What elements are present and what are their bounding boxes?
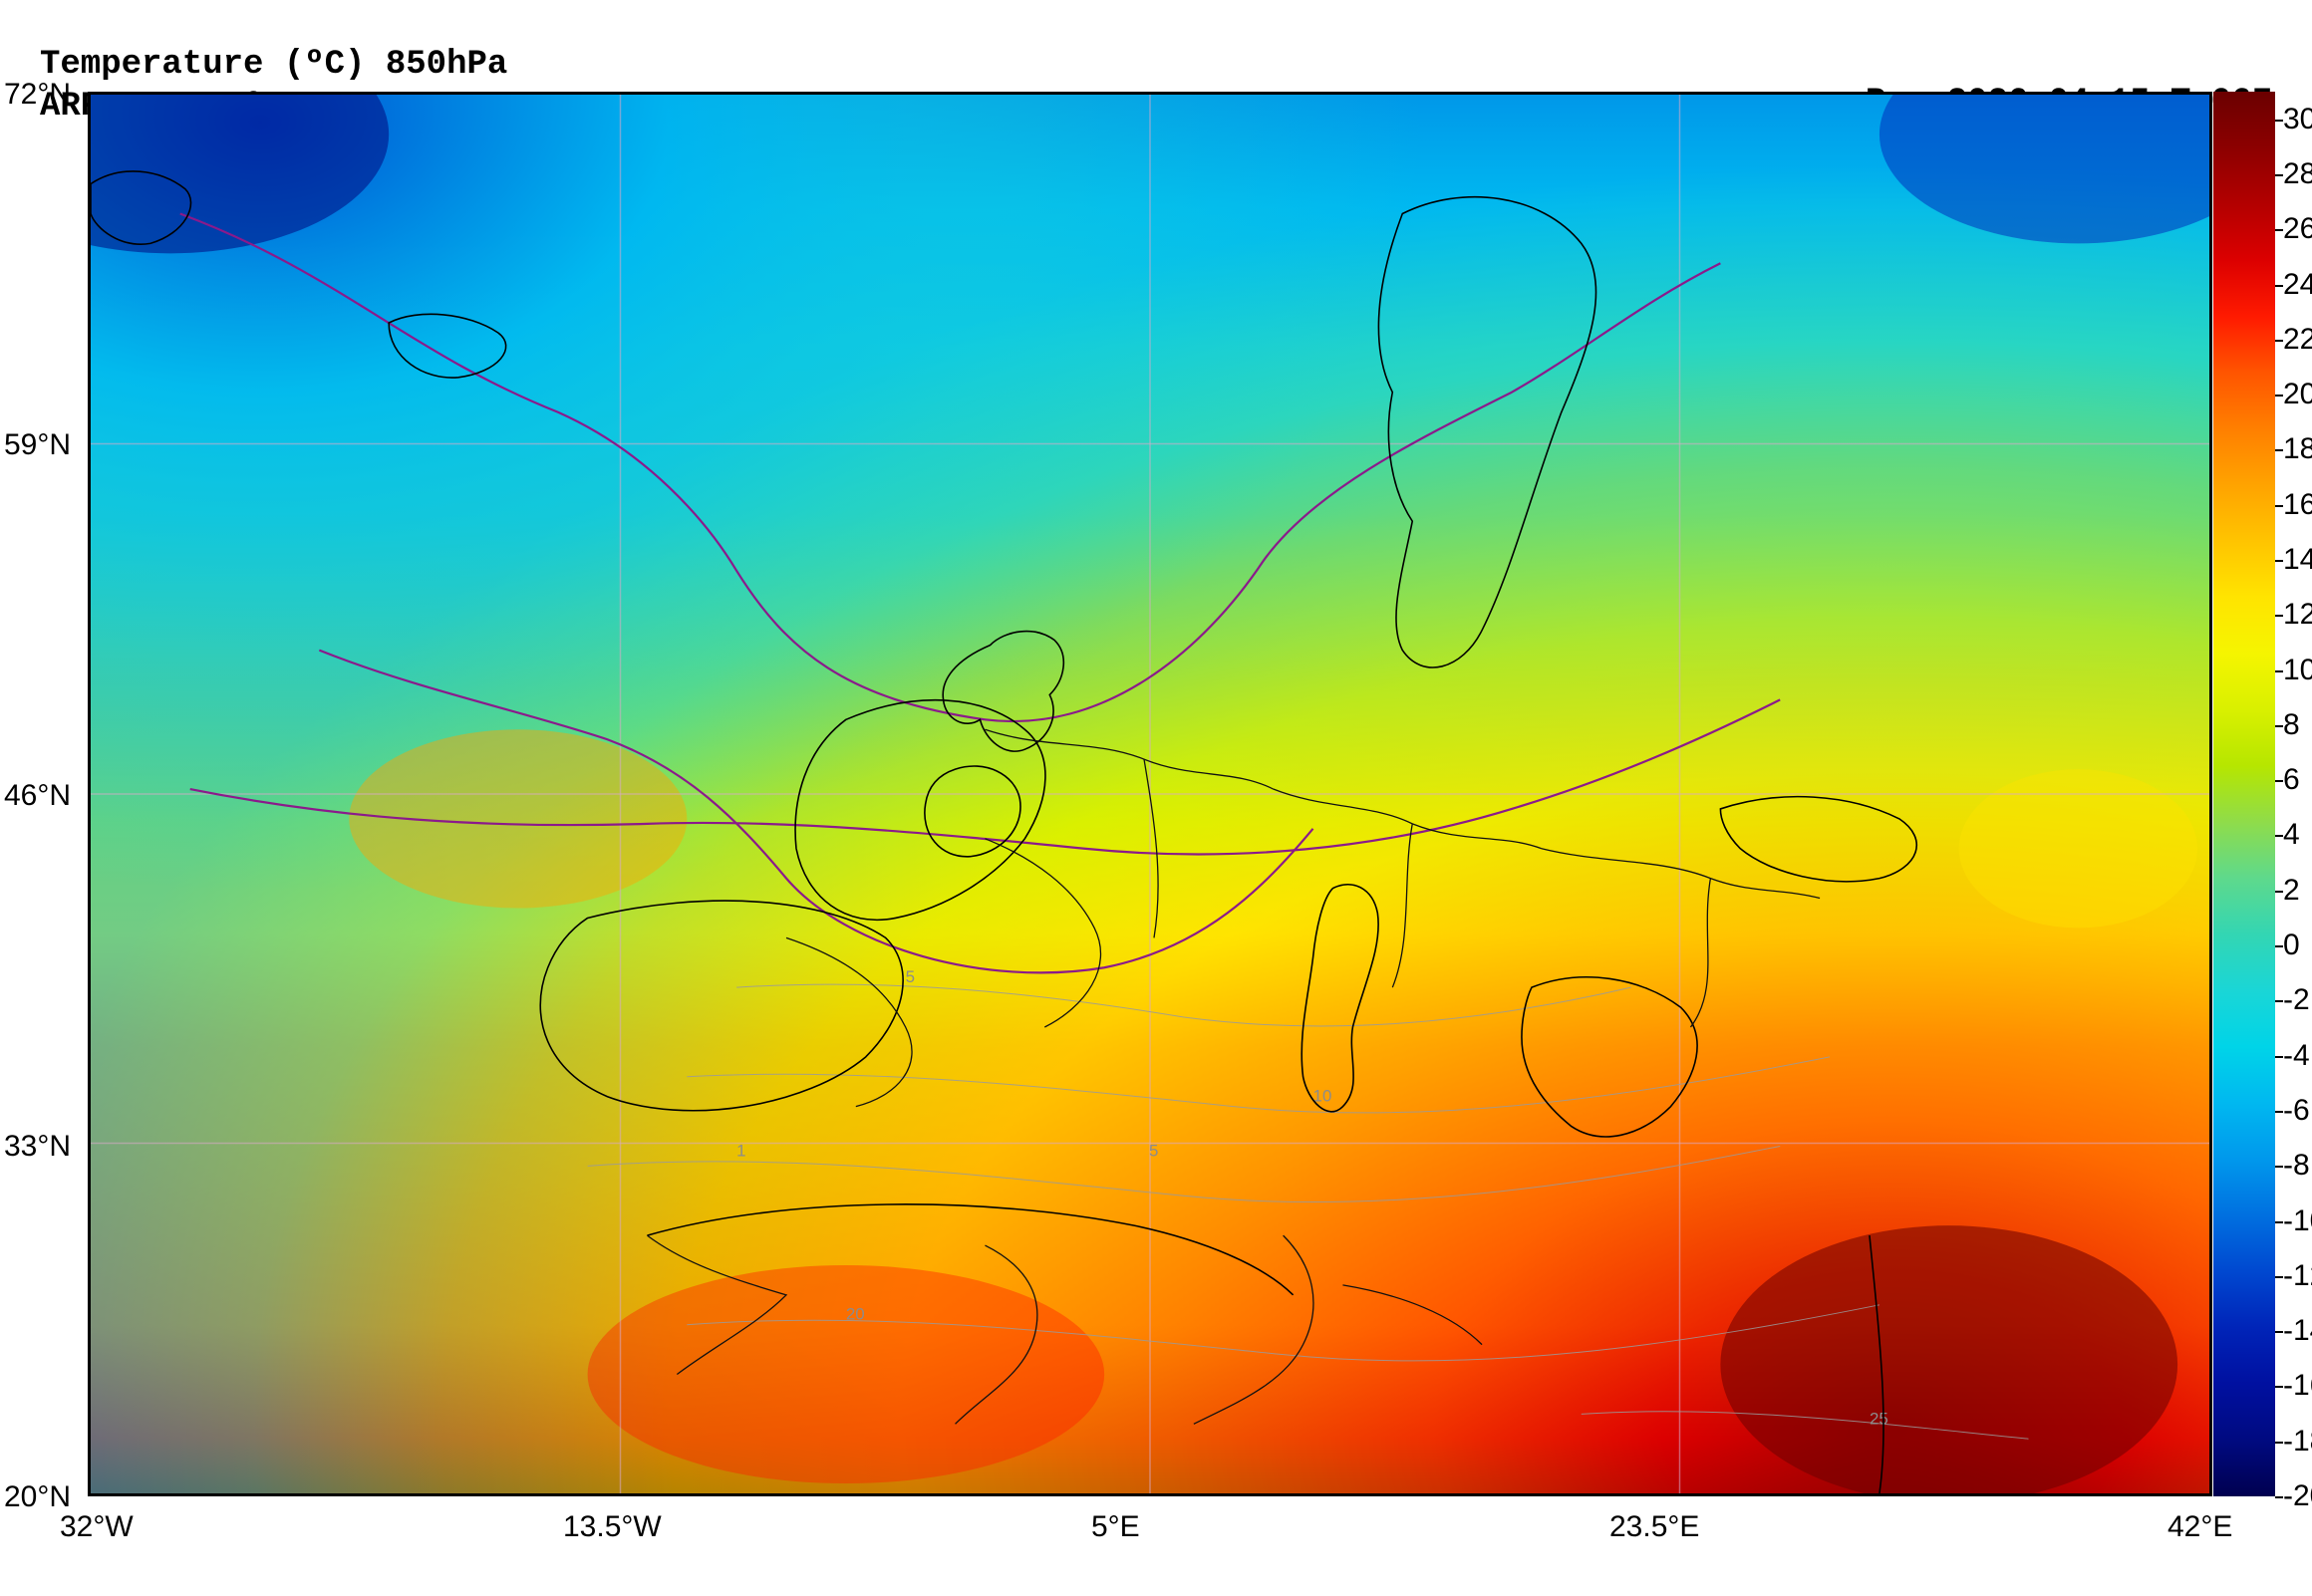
colorbar-tick-mark-26 [2275, 229, 2283, 231]
xtick-label-4: 42°E [2168, 1510, 2232, 1544]
ytick-label-2: 46°N [4, 779, 71, 813]
colorbar-tick-label--4: -4 [2283, 1039, 2310, 1073]
ytick-label-1: 59°N [4, 428, 71, 462]
colorbar-tick-label-14: 14 [2283, 543, 2312, 577]
colorbar-tick-mark--4 [2275, 1056, 2283, 1058]
colorbar-tick-mark-12 [2275, 615, 2283, 617]
colorbar-tick-mark-28 [2275, 174, 2283, 176]
colorbar-tick-mark-4 [2275, 835, 2283, 837]
colorbar-tick-mark-20 [2275, 395, 2283, 397]
colorbar-tick-mark--16 [2275, 1386, 2283, 1388]
colorbar-tick-mark--6 [2275, 1111, 2283, 1113]
colorbar-tick-label-2: 2 [2283, 874, 2300, 908]
colorbar-tick-label--18: -18 [2283, 1425, 2312, 1459]
colorbar-tick-label-8: 8 [2283, 708, 2300, 742]
colorbar-tick-mark--18 [2275, 1442, 2283, 1444]
ytick-label-4: 20°N [4, 1480, 71, 1514]
ytick-label-0: 72°N [4, 78, 71, 112]
xtick-label-1: 13.5°W [563, 1510, 662, 1544]
colorbar-tick-mark--12 [2275, 1276, 2283, 1278]
xtick-label-2: 5°E [1091, 1510, 1140, 1544]
colorbar-tick-mark-8 [2275, 725, 2283, 727]
svg-text:5: 5 [906, 967, 915, 986]
colorbar-tick-mark-10 [2275, 670, 2283, 672]
colorbar-tick-label-22: 22 [2283, 323, 2312, 357]
colorbar-tick-label--6: -6 [2283, 1094, 2310, 1128]
colorbar-tick-mark-16 [2275, 505, 2283, 507]
svg-text:25: 25 [1870, 1409, 1888, 1428]
colorbar-tick-mark-6 [2275, 780, 2283, 782]
colorbar-tick-label-24: 24 [2283, 268, 2312, 302]
colorbar-tick-mark-0 [2275, 945, 2283, 947]
colorbar-tick-label--12: -12 [2283, 1259, 2312, 1293]
colorbar-tick-mark-2 [2275, 891, 2283, 893]
colorbar-tick-label-26: 26 [2283, 212, 2312, 246]
colorbar-tick-label--2: -2 [2283, 983, 2310, 1017]
colorbar-tick-label--8: -8 [2283, 1149, 2310, 1183]
colorbar-tick-label-30: 30 [2283, 103, 2312, 136]
colorbar-tick-label-16: 16 [2283, 488, 2312, 522]
xtick-label-0: 32°W [60, 1510, 134, 1544]
colorbar-tick-label-4: 4 [2283, 818, 2300, 852]
temperature-colorbar[interactable]: 302826242220181614121086420-2-4-6-8-10-1… [2213, 92, 2275, 1496]
colorbar-tick-label-10: 10 [2283, 654, 2312, 687]
colorbar-tick-label--14: -14 [2283, 1314, 2312, 1348]
colorbar-tick-mark--14 [2275, 1331, 2283, 1333]
colorbar-tick-mark--20 [2275, 1496, 2283, 1498]
colorbar-tick-mark--2 [2275, 1000, 2283, 1002]
colorbar-tick-label--20: -20 [2283, 1479, 2312, 1513]
colorbar-tick-label-12: 12 [2283, 598, 2312, 632]
colorbar-tick-mark-30 [2275, 120, 2283, 122]
colorbar-tick-label-18: 18 [2283, 432, 2312, 466]
colorbar-tick-mark-18 [2275, 449, 2283, 451]
temperature-heatmap[interactable]: 5 10 15 20 25 [88, 92, 2212, 1496]
colorbar-tick-label-0: 0 [2283, 929, 2300, 962]
weather-map-page: Temperature (ºC) 850hPa Run 2026-04-15 T… [0, 0, 2312, 1596]
colorbar-tick-mark--10 [2275, 1221, 2283, 1223]
svg-text:20: 20 [846, 1305, 865, 1324]
colorbar-tick-mark--8 [2275, 1166, 2283, 1168]
colorbar-tick-label--16: -16 [2283, 1369, 2312, 1403]
colorbar-tick-mark-22 [2275, 340, 2283, 342]
ytick-label-3: 33°N [4, 1130, 71, 1164]
colorbar-tick-label-28: 28 [2283, 157, 2312, 191]
colorbar-tick-mark-14 [2275, 560, 2283, 562]
colorbar-tick-label-20: 20 [2283, 378, 2312, 411]
colorbar-tick-label--10: -10 [2283, 1204, 2312, 1238]
xtick-label-3: 23.5°E [1609, 1510, 1699, 1544]
colorbar-tick-mark-24 [2275, 285, 2283, 287]
colorbar-tick-label-6: 6 [2283, 763, 2300, 797]
